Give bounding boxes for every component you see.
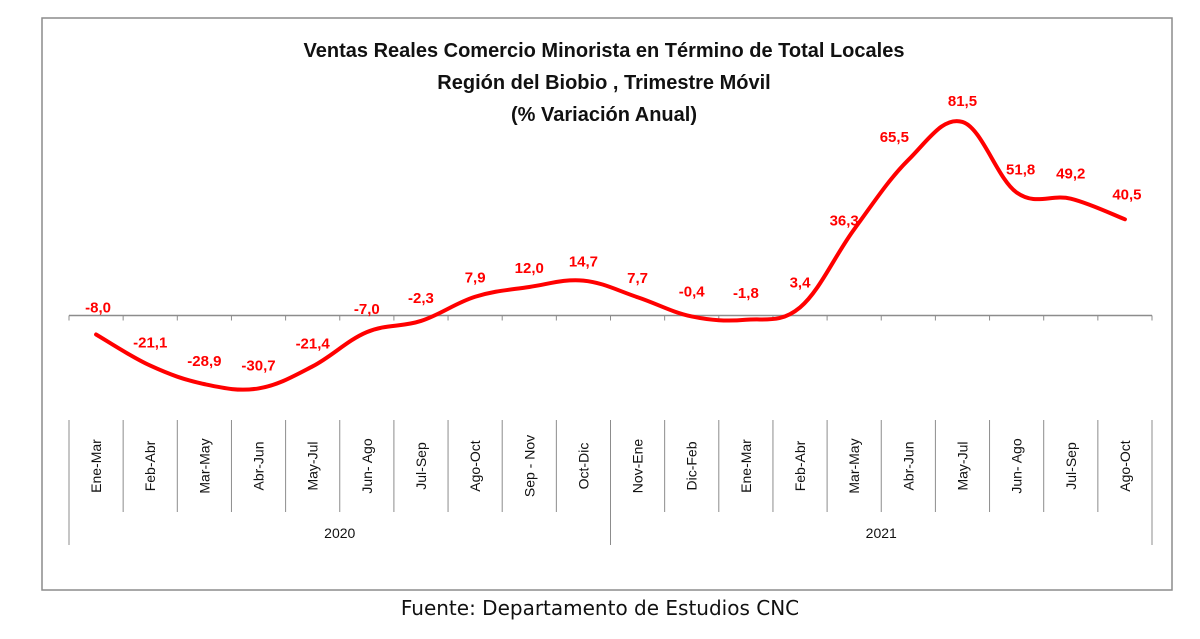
category-label: Jul-Sep — [413, 442, 429, 490]
chart-title-line-3: (% Variación Anual) — [511, 104, 697, 126]
category-label-layer: Ene-Mar Feb-Abr Mar-May Abr-Jun May-Jul Jun- … — [88, 435, 1133, 541]
data-label: 14,7 — [569, 254, 598, 271]
data-point — [906, 158, 910, 162]
chart-title-line-1: Ventas Reales Comercio Minorista en Térm… — [304, 40, 905, 62]
data-point — [798, 305, 802, 309]
data-point — [690, 314, 694, 318]
data-point — [94, 333, 98, 336]
category-label: Ene-Mar — [88, 439, 104, 493]
data-point — [581, 279, 585, 283]
data-point — [1015, 190, 1019, 194]
data-label: 40,5 — [1112, 186, 1141, 203]
category-label: Ago-Oct — [1117, 440, 1133, 491]
data-point — [1069, 197, 1073, 201]
data-label: 3,4 — [790, 274, 812, 291]
data-point — [148, 364, 152, 368]
data-point — [960, 120, 964, 124]
category-label: Dic-Feb — [684, 441, 700, 490]
data-label: -2,3 — [408, 290, 434, 307]
data-label: -7,0 — [354, 301, 380, 318]
category-label: Mar-May — [196, 438, 212, 493]
series-layer — [94, 119, 1127, 392]
data-label: -1,8 — [733, 285, 759, 302]
category-label: Ene-Mar — [738, 439, 754, 493]
category-label: Jul-Sep — [1063, 442, 1079, 490]
category-label: Jun- Ago — [1009, 438, 1025, 493]
chart-border — [41, 17, 1173, 591]
data-point — [311, 364, 315, 368]
data-label: 49,2 — [1056, 166, 1085, 183]
data-point — [419, 319, 423, 323]
data-label: -28,9 — [187, 353, 221, 370]
category-label: May-Jul — [954, 441, 970, 490]
category-label: Mar-May — [846, 438, 862, 493]
data-label: 65,5 — [880, 129, 909, 146]
data-point — [1123, 217, 1127, 221]
data-label: 7,7 — [627, 270, 648, 287]
category-label: Nov-Ene — [630, 439, 646, 494]
category-label: Jun- Ago — [359, 438, 375, 493]
data-label: -0,4 — [679, 283, 706, 300]
data-point — [365, 330, 369, 334]
data-label-layer: -8,0 -21,1 -28,9 -30,7 -21,4 -7,0 -2,3 7,9 12,0 1… — [85, 93, 1141, 374]
data-point — [636, 295, 640, 299]
data-label: 7,9 — [465, 270, 486, 287]
data-label: 36,3 — [830, 212, 859, 229]
category-label: Feb-Abr — [792, 440, 808, 491]
data-label: -21,4 — [296, 335, 331, 352]
category-label: Abr-Jun — [900, 441, 916, 490]
data-point — [852, 227, 856, 231]
data-label: -30,7 — [241, 357, 275, 374]
category-label: Sep - Nov — [521, 435, 537, 497]
year-label: 2020 — [324, 525, 355, 541]
category-label: May-Jul — [305, 441, 321, 490]
data-label: -21,1 — [133, 335, 167, 352]
category-label: Feb-Abr — [142, 440, 158, 491]
category-label: Oct-Dic — [575, 443, 591, 490]
data-point — [257, 386, 261, 390]
data-label: -8,0 — [85, 300, 111, 317]
data-label: 51,8 — [1006, 161, 1035, 178]
category-label: Abr-Jun — [251, 441, 267, 490]
data-point — [202, 382, 206, 386]
year-label: 2021 — [866, 525, 897, 541]
category-label: Ago-Oct — [467, 440, 483, 491]
data-point — [527, 285, 531, 289]
data-label: 81,5 — [948, 93, 977, 110]
source-note: Fuente: Departamento de Estudios CNC — [400, 596, 800, 620]
data-point — [744, 318, 748, 322]
axis-layer — [68, 314, 1153, 545]
data-point — [473, 295, 477, 299]
chart-title-line-2: Región del Biobio , Trimestre Móvil — [437, 72, 770, 94]
data-label: 12,0 — [515, 260, 544, 277]
